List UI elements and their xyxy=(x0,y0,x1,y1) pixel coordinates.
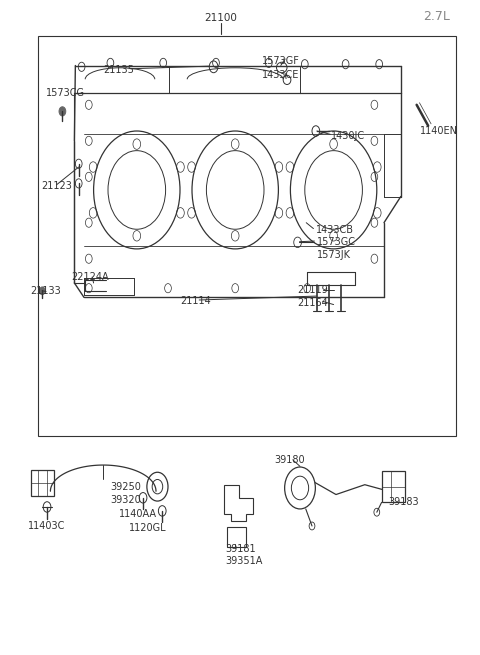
Text: 1573GF: 1573GF xyxy=(262,56,300,66)
Text: 39320: 39320 xyxy=(110,495,141,505)
Text: 39250: 39250 xyxy=(110,482,141,493)
Text: 21100: 21100 xyxy=(204,12,237,23)
Text: 1140AA: 1140AA xyxy=(119,509,157,519)
Text: 39181: 39181 xyxy=(226,544,256,554)
Circle shape xyxy=(39,287,45,295)
Text: 11403C: 11403C xyxy=(28,521,65,531)
Text: 39183: 39183 xyxy=(388,496,419,507)
Text: 39180: 39180 xyxy=(275,455,305,465)
Text: 21119: 21119 xyxy=(298,285,328,295)
Text: 1433CE: 1433CE xyxy=(262,69,299,80)
Text: 1573GC: 1573GC xyxy=(317,237,356,248)
Text: 2.7L: 2.7L xyxy=(423,10,450,23)
Text: 1120GL: 1120GL xyxy=(129,523,166,533)
Text: 1140EN: 1140EN xyxy=(420,126,458,136)
Text: 21123: 21123 xyxy=(41,181,72,191)
Text: 22124A: 22124A xyxy=(71,272,108,282)
Text: 21133: 21133 xyxy=(30,286,60,297)
Bar xyxy=(38,36,456,436)
Circle shape xyxy=(59,107,66,116)
Text: 1573JK: 1573JK xyxy=(317,250,351,260)
Text: 21114: 21114 xyxy=(180,296,211,307)
Text: 1430JC: 1430JC xyxy=(331,130,365,141)
Text: 1433CB: 1433CB xyxy=(316,225,354,235)
Text: 21164: 21164 xyxy=(298,297,328,308)
Text: 1573CG: 1573CG xyxy=(46,88,84,98)
Text: 39351A: 39351A xyxy=(226,556,263,567)
Text: 21135: 21135 xyxy=(103,65,134,75)
